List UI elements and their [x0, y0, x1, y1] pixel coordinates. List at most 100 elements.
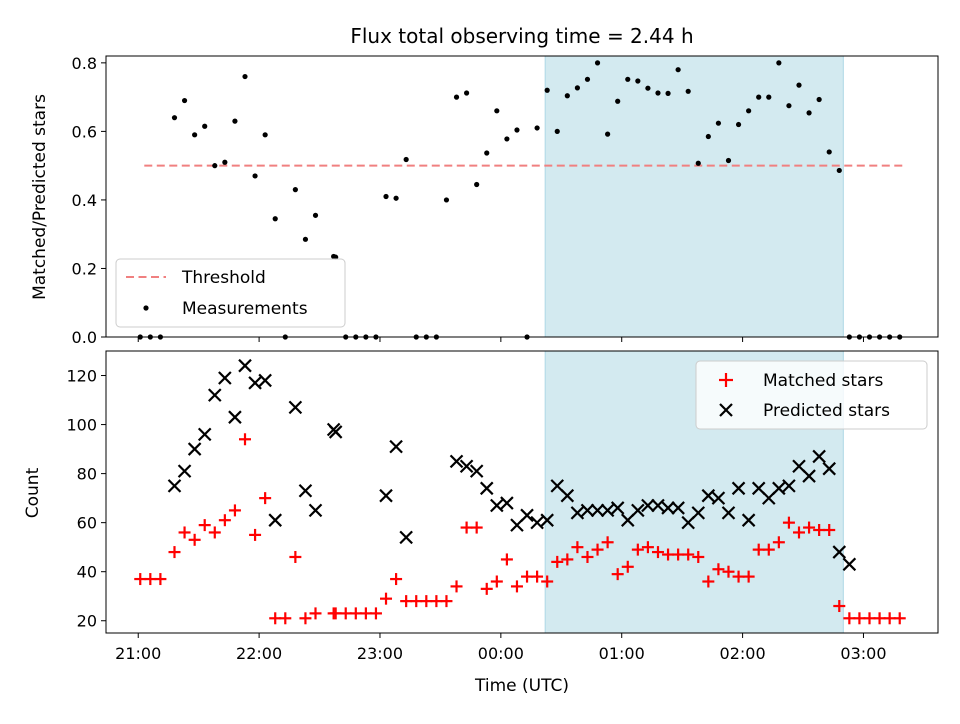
matched-star-point: [188, 533, 201, 546]
predicted-star-point: [731, 481, 746, 496]
matched-star-point: [712, 563, 725, 576]
measurement-point: [735, 121, 742, 128]
matched-star-point: [309, 607, 322, 620]
predicted-star-point: [580, 503, 595, 518]
matched-star-point: [672, 548, 685, 561]
matched-star-point: [662, 548, 675, 561]
top-highlight-span: [544, 55, 844, 338]
matched-star-point: [480, 582, 493, 595]
matched-star-point: [581, 550, 594, 563]
matched-star-point: [782, 516, 795, 529]
legend-threshold-label: Threshold: [181, 268, 266, 288]
measurement-point: [796, 82, 802, 88]
measurement-point: [333, 254, 339, 260]
matched-star-point: [249, 528, 262, 541]
predicted-star-point: [399, 530, 413, 545]
predicted-star-point: [328, 425, 343, 439]
predicted-star-point: [832, 545, 847, 559]
matched-star-point: [883, 612, 896, 625]
predicted-star-point: [228, 410, 242, 424]
measurement-point: [383, 193, 389, 200]
measurement-point: [806, 110, 812, 116]
measurement-point: [252, 173, 258, 179]
measurement-point: [615, 98, 621, 104]
predicted-star-point: [711, 491, 726, 505]
measurement-point: [474, 181, 480, 188]
matched-star-point: [521, 570, 534, 583]
predicted-star-point: [812, 449, 826, 464]
predicted-star-point: [248, 376, 262, 390]
matched-star-point: [792, 526, 805, 539]
matched-star-point: [390, 573, 403, 586]
measurement-point: [594, 60, 601, 66]
matched-star-point: [863, 612, 876, 625]
predicted-star-point: [308, 503, 323, 518]
x-tick-label: 02:00: [720, 644, 766, 663]
matched-star-point: [380, 592, 393, 605]
matched-star-point: [702, 575, 715, 588]
bottom-x-ticks: 21:00 22:00 23:00 00:00 01:00 02:00 03:00: [115, 633, 887, 663]
x-tick-label: 21:00: [115, 644, 161, 663]
x-axis-label: Time (UTC): [474, 676, 569, 696]
matched-star-point: [259, 492, 272, 505]
legend-measurements-label: Measurements: [182, 299, 308, 319]
x-tick-label: 01:00: [599, 644, 645, 663]
top-x-ticks: [137, 337, 864, 342]
predicted-star-point: [842, 557, 857, 572]
predicted-star-point: [177, 464, 192, 478]
matched-star-point: [490, 575, 503, 588]
measurement-point: [816, 96, 822, 103]
matched-star-point: [359, 607, 372, 620]
predicted-star-point: [197, 427, 212, 442]
measurement-point: [453, 94, 460, 100]
predicted-star-point: [600, 503, 615, 518]
predicted-star-point: [530, 515, 544, 530]
matched-star-point: [833, 600, 846, 613]
top-legend: Threshold Measurements: [115, 258, 346, 328]
measurement-point: [766, 94, 772, 100]
legend-matched-label: Matched stars: [763, 371, 883, 391]
top-plot-frame: [105, 55, 939, 338]
x-tick-label: 22:00: [236, 644, 282, 663]
bottom-y-tick-label: 80: [77, 465, 97, 484]
x-tick-label: 00:00: [478, 644, 524, 663]
matched-star-point: [369, 607, 382, 620]
matched-star-point: [813, 524, 826, 537]
measurement-point: [393, 195, 399, 201]
measurement-point: [171, 115, 178, 121]
measurement-point: [302, 236, 309, 242]
measurement-point: [242, 73, 248, 80]
x-tick-label: 23:00: [357, 644, 403, 663]
measurement-point: [494, 108, 500, 114]
predicted-star-point: [268, 513, 282, 527]
legend-measurements-swatch: [143, 305, 149, 311]
predicted-star-point: [802, 469, 816, 483]
predicted-star-point: [570, 506, 585, 520]
predicted-star-point: [772, 481, 786, 496]
predicted-star-point: [490, 498, 504, 513]
predicted-star-point: [238, 358, 252, 373]
predicted-star-point: [298, 483, 313, 498]
matched-star-point: [651, 546, 664, 559]
measurement-point: [484, 150, 490, 156]
bottom-plot-frame: [105, 350, 939, 634]
matched-star-point: [742, 570, 755, 583]
predicted-star-point: [721, 506, 736, 520]
predicted-star-point: [590, 503, 605, 518]
measurement-point: [564, 93, 570, 99]
predicted-star-point: [822, 461, 836, 476]
predicted-star-point: [671, 501, 685, 515]
bottom-y-ticks: 20 40 60 80 100 120: [66, 367, 106, 631]
measurement-point: [534, 125, 540, 131]
measurement-point: [725, 157, 732, 164]
top-y-tick-label: 0.2: [72, 259, 97, 278]
matched-star-point: [621, 560, 634, 573]
predicted-star-point: [631, 503, 645, 518]
matched-star-point: [299, 612, 312, 625]
top-y-ticks: 0.0 0.2 0.4 0.6 0.8: [72, 54, 106, 347]
top-y-tick-label: 0.6: [72, 122, 97, 141]
measurement-point: [655, 90, 661, 96]
bottom-y-tick-label: 40: [77, 563, 97, 582]
matched-star-point: [611, 568, 624, 581]
top-y-tick-label: 0.8: [72, 54, 97, 73]
